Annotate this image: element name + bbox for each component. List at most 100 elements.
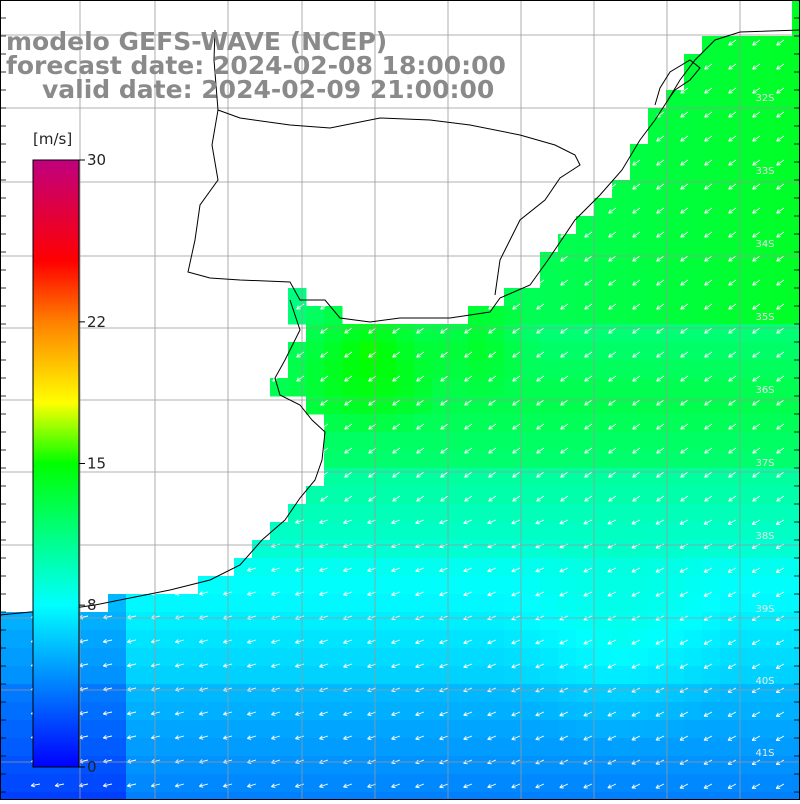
wind-speed-cell (414, 522, 433, 541)
wind-speed-cell (0, 756, 19, 775)
wind-speed-cell (684, 270, 703, 289)
wind-speed-cell (126, 774, 145, 793)
wind-speed-cell (684, 594, 703, 613)
wind-speed-cell (774, 684, 793, 703)
wind-speed-cell (720, 558, 739, 577)
wind-speed-cell (306, 792, 325, 800)
wind-speed-cell (126, 612, 145, 631)
wind-speed-cell (702, 630, 721, 649)
wind-speed-cell (630, 702, 649, 721)
wind-speed-cell (324, 702, 343, 721)
wind-speed-cell (126, 666, 145, 685)
wind-speed-cell (378, 486, 397, 505)
wind-speed-cell (702, 144, 721, 163)
wind-speed-cell (108, 612, 127, 631)
wind-speed-cell (450, 504, 469, 523)
wind-speed-cell (540, 738, 559, 757)
wind-speed-cell (126, 738, 145, 757)
wind-speed-cell (792, 414, 800, 433)
wind-speed-cell (774, 756, 793, 775)
wind-speed-cell (792, 0, 800, 19)
wind-speed-cell (792, 774, 800, 793)
wind-speed-cell (666, 144, 685, 163)
wind-speed-cell (342, 540, 361, 559)
wind-speed-cell (666, 126, 685, 145)
wind-speed-cell (702, 558, 721, 577)
wind-speed-cell (468, 792, 487, 800)
wind-speed-cell (522, 666, 541, 685)
wind-speed-cell (306, 738, 325, 757)
wind-speed-cell (270, 738, 289, 757)
wind-speed-cell (0, 774, 19, 793)
wind-speed-cell (378, 594, 397, 613)
wind-speed-cell (306, 342, 325, 361)
wind-speed-cell (648, 702, 667, 721)
wind-speed-cell (684, 306, 703, 325)
wind-speed-cell (756, 576, 775, 595)
wind-speed-cell (234, 630, 253, 649)
wind-speed-cell (540, 792, 559, 800)
wind-speed-cell (306, 486, 325, 505)
wind-speed-cell (198, 612, 217, 631)
wind-speed-cell (774, 702, 793, 721)
wind-speed-cell (756, 540, 775, 559)
wind-speed-cell (198, 630, 217, 649)
wind-speed-cell (648, 738, 667, 757)
wind-speed-cell (342, 432, 361, 451)
wind-speed-cell (414, 720, 433, 739)
wind-speed-cell (180, 666, 199, 685)
colorbar-tick-label: 30 (87, 151, 106, 169)
wind-speed-cell (522, 414, 541, 433)
wind-speed-cell (540, 522, 559, 541)
wind-speed-cell (144, 702, 163, 721)
wind-speed-cell (522, 756, 541, 775)
wind-speed-cell (234, 702, 253, 721)
wind-speed-cell (684, 198, 703, 217)
wind-speed-cell (630, 486, 649, 505)
wind-speed-cell (486, 702, 505, 721)
wind-speed-cell (486, 540, 505, 559)
wind-speed-cell (522, 774, 541, 793)
wind-speed-cell (198, 774, 217, 793)
wind-speed-cell (666, 594, 685, 613)
wind-speed-cell (234, 666, 253, 685)
wind-speed-cell (666, 414, 685, 433)
wind-speed-cell (414, 648, 433, 667)
wind-speed-cell (630, 738, 649, 757)
wind-speed-cell (612, 486, 631, 505)
wind-speed-cell (540, 360, 559, 379)
wind-speed-cell (792, 612, 800, 631)
wind-speed-cell (630, 342, 649, 361)
wind-speed-cell (720, 126, 739, 145)
wind-speed-cell (594, 630, 613, 649)
wind-speed-cell (792, 576, 800, 595)
wind-speed-cell (252, 558, 271, 577)
wind-speed-cell (648, 270, 667, 289)
wind-speed-cell (774, 414, 793, 433)
wind-speed-cell (396, 792, 415, 800)
wind-speed-cell (450, 612, 469, 631)
wind-speed-cell (558, 756, 577, 775)
wind-speed-cell (522, 558, 541, 577)
wind-speed-cell (540, 288, 559, 307)
wind-speed-cell (324, 342, 343, 361)
wind-speed-cell (720, 486, 739, 505)
wind-speed-cell (540, 774, 559, 793)
wind-speed-cell (468, 486, 487, 505)
wind-speed-cell (612, 342, 631, 361)
wind-speed-cell (558, 558, 577, 577)
wind-speed-cell (396, 756, 415, 775)
wind-speed-cell (396, 324, 415, 343)
wind-speed-cell (306, 720, 325, 739)
wind-speed-cell (288, 774, 307, 793)
wind-speed-cell (558, 270, 577, 289)
wind-speed-cell (738, 216, 757, 235)
wind-speed-cell (270, 540, 289, 559)
wind-speed-cell (648, 630, 667, 649)
wind-speed-cell (396, 540, 415, 559)
wind-arrow (297, 496, 304, 501)
wind-speed-cell (342, 792, 361, 800)
wind-speed-cell (144, 738, 163, 757)
wind-speed-cell (576, 684, 595, 703)
wind-speed-cell (576, 756, 595, 775)
